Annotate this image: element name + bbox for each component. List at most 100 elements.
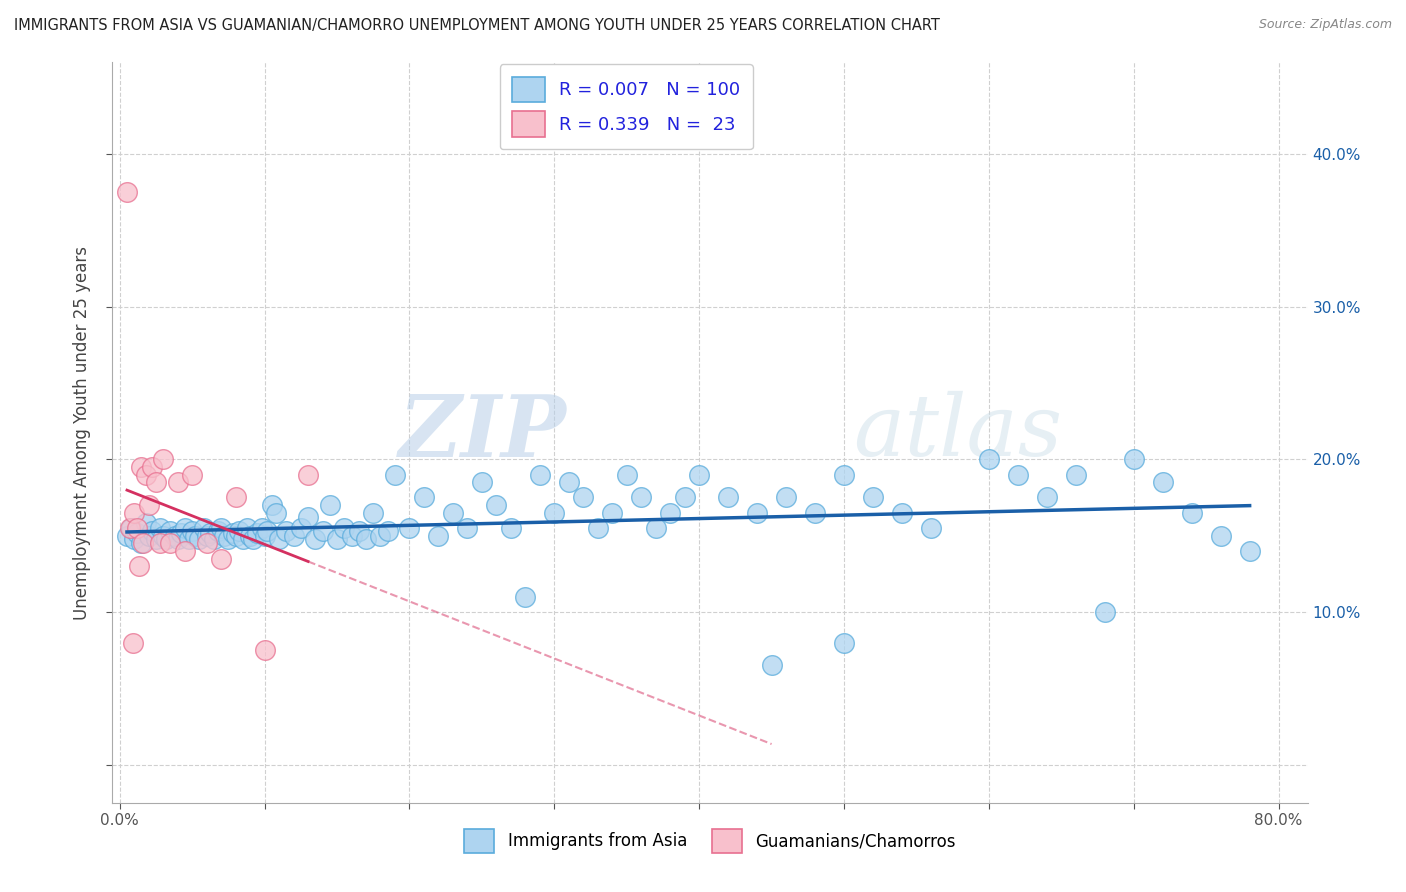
Point [152, 529, 174, 543]
Point [145, 532, 167, 546]
Point [1094, 605, 1116, 619]
Point [1152, 475, 1174, 490]
Y-axis label: Unemployment Among Youth under 25 years: Unemployment Among Youth under 25 years [73, 245, 91, 620]
Point [122, 506, 145, 520]
Point [145, 475, 167, 490]
Text: ZIP: ZIP [399, 391, 567, 475]
Text: IMMIGRANTS FROM ASIA VS GUAMANIAN/CHAMORRO UNEMPLOYMENT AMONG YOUTH UNDER 25 YEA: IMMIGRANTS FROM ASIA VS GUAMANIAN/CHAMOR… [14, 18, 941, 33]
Point [804, 506, 827, 520]
Point [260, 498, 283, 512]
Point [297, 510, 319, 524]
Point [361, 506, 384, 520]
Point [246, 525, 269, 540]
Point [377, 524, 399, 538]
Point [195, 536, 218, 550]
Point [232, 532, 254, 546]
Point [398, 521, 420, 535]
Point [384, 467, 406, 482]
Point [616, 467, 638, 482]
Point [184, 529, 207, 543]
Point [149, 521, 172, 535]
Point [239, 529, 262, 543]
Point [149, 536, 172, 550]
Point [179, 532, 201, 546]
Point [141, 524, 163, 538]
Point [290, 521, 312, 535]
Point [141, 460, 163, 475]
Point [256, 524, 278, 538]
Point [276, 524, 298, 538]
Point [333, 521, 356, 535]
Point [166, 475, 188, 490]
Point [131, 536, 153, 550]
Point [600, 506, 623, 520]
Point [225, 491, 247, 505]
Point [543, 506, 565, 520]
Point [202, 532, 225, 546]
Point [115, 529, 138, 543]
Point [155, 532, 177, 546]
Point [761, 658, 783, 673]
Point [977, 452, 1000, 467]
Point [138, 498, 160, 512]
Point [427, 529, 450, 543]
Point [166, 532, 188, 546]
Point [1064, 467, 1087, 482]
Point [181, 524, 204, 538]
Point [118, 521, 141, 535]
Point [1007, 467, 1029, 482]
Point [499, 521, 522, 535]
Point [198, 525, 221, 540]
Point [131, 460, 153, 475]
Point [127, 521, 149, 535]
Point [122, 532, 145, 546]
Point [304, 532, 326, 546]
Point [174, 521, 197, 535]
Point [515, 590, 537, 604]
Point [159, 524, 181, 538]
Point [920, 521, 942, 535]
Point [717, 491, 740, 505]
Point [485, 498, 508, 512]
Point [413, 491, 436, 505]
Point [354, 532, 377, 546]
Point [207, 524, 229, 538]
Point [311, 524, 333, 538]
Point [297, 467, 319, 482]
Point [891, 506, 914, 520]
Point [242, 532, 264, 546]
Point [159, 536, 181, 550]
Point [456, 521, 478, 535]
Point [558, 475, 581, 490]
Point [169, 525, 191, 540]
Point [188, 532, 211, 546]
Point [1209, 529, 1232, 543]
Point [212, 529, 235, 543]
Point [174, 544, 197, 558]
Point [181, 467, 204, 482]
Point [138, 529, 160, 543]
Point [370, 529, 392, 543]
Point [1239, 544, 1261, 558]
Point [222, 525, 245, 540]
Point [862, 491, 884, 505]
Point [586, 521, 609, 535]
Point [673, 491, 696, 505]
Point [135, 516, 157, 531]
Point [121, 635, 143, 649]
Point [228, 524, 250, 538]
Point [264, 506, 287, 520]
Text: atlas: atlas [853, 392, 1063, 474]
Point [127, 525, 149, 540]
Point [688, 467, 710, 482]
Point [441, 506, 464, 520]
Point [832, 635, 855, 649]
Point [128, 559, 150, 574]
Point [209, 551, 232, 566]
Point [195, 529, 218, 543]
Point [1122, 452, 1144, 467]
Point [132, 536, 155, 550]
Point [775, 491, 797, 505]
Point [319, 498, 342, 512]
Point [326, 532, 349, 546]
